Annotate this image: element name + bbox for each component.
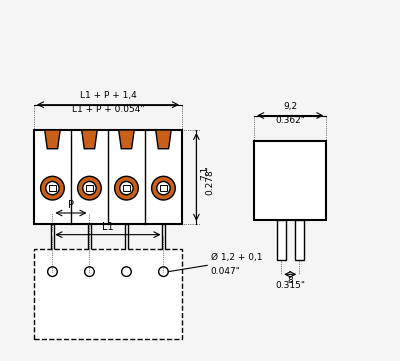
Circle shape — [85, 267, 94, 277]
Circle shape — [41, 176, 64, 200]
Text: Ø 1,2 + 0,1: Ø 1,2 + 0,1 — [211, 253, 262, 262]
Bar — [34, 249, 182, 339]
Bar — [86, 185, 93, 191]
Text: 0.278": 0.278" — [206, 166, 214, 195]
Polygon shape — [156, 130, 171, 149]
Circle shape — [122, 267, 131, 277]
Text: 0.315": 0.315" — [275, 281, 305, 290]
Bar — [88, 224, 91, 252]
Circle shape — [83, 182, 96, 195]
Text: 7,1: 7,1 — [200, 166, 209, 180]
Bar — [34, 130, 182, 224]
Circle shape — [46, 182, 59, 195]
Bar — [50, 224, 54, 252]
Text: P: P — [68, 200, 74, 210]
Circle shape — [157, 182, 170, 195]
Circle shape — [159, 267, 168, 277]
Bar — [162, 224, 165, 252]
Text: 0.047": 0.047" — [211, 267, 241, 276]
Polygon shape — [82, 130, 97, 149]
Circle shape — [120, 182, 133, 195]
Bar — [295, 220, 304, 260]
Text: L1 + P + 0.054": L1 + P + 0.054" — [72, 105, 144, 114]
Text: 0.362": 0.362" — [275, 116, 305, 125]
Circle shape — [152, 176, 175, 200]
Text: 9,2: 9,2 — [283, 102, 297, 111]
Polygon shape — [119, 130, 134, 149]
Bar — [277, 220, 286, 260]
Bar — [49, 185, 56, 191]
Bar — [123, 185, 130, 191]
Circle shape — [78, 176, 101, 200]
Text: L1 + P + 1,4: L1 + P + 1,4 — [80, 91, 136, 100]
Bar — [124, 224, 128, 252]
Polygon shape — [45, 130, 60, 149]
Circle shape — [48, 267, 57, 277]
Bar — [160, 185, 167, 191]
Text: L1: L1 — [102, 222, 114, 232]
Circle shape — [115, 176, 138, 200]
Text: 8: 8 — [287, 276, 293, 285]
Bar — [254, 141, 326, 220]
